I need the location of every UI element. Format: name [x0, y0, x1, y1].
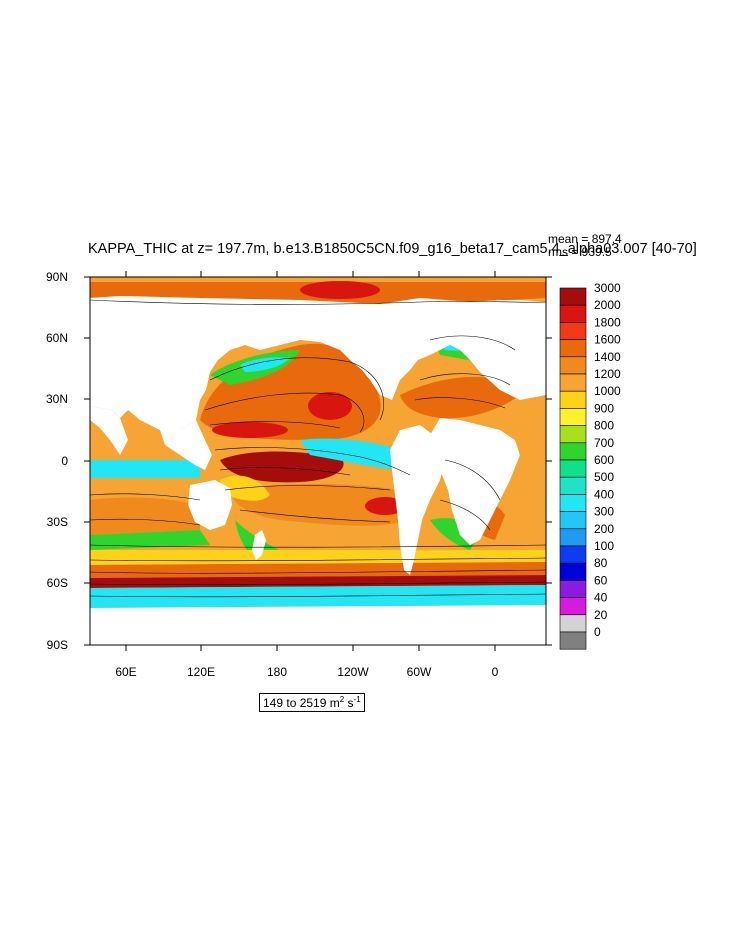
legend-swatch: [559, 511, 587, 530]
legend-swatch: [559, 304, 587, 323]
indian-cyan: [90, 460, 200, 478]
lat-label: 0: [61, 454, 68, 468]
legend-label: 900: [594, 401, 614, 415]
lat-label: 60S: [47, 576, 68, 590]
legend-swatch: [559, 614, 587, 633]
legend-swatch: [559, 631, 587, 650]
rms-stat: rms = 939.5: [548, 245, 612, 259]
mean-stat: mean = 897.4: [548, 232, 622, 246]
legend-swatch: [559, 322, 587, 340]
range-prefix: 149 to 2519 m: [263, 696, 340, 710]
contour-lines: [90, 299, 546, 598]
legend-label: 500: [594, 470, 614, 484]
land-antarctica: [90, 605, 546, 645]
legend-label: 400: [594, 487, 614, 501]
land-seasia: [160, 420, 212, 470]
npac-jet: [212, 422, 288, 438]
legend-label: 2000: [594, 298, 621, 312]
legend-label: 1800: [594, 315, 621, 329]
spac-gyre: [230, 484, 408, 526]
legend-label: 600: [594, 453, 614, 467]
land-new-zealand: [252, 530, 266, 560]
legend-label: 1600: [594, 333, 621, 347]
spac-max: [365, 497, 405, 515]
legend-swatch: [559, 545, 587, 564]
legend-label: 100: [594, 539, 614, 553]
lat-label: 60N: [46, 331, 68, 345]
lon-label: 120W: [337, 665, 369, 679]
indian-gyre: [90, 497, 200, 535]
legend-swatch: [559, 459, 587, 478]
lon-label: 180: [267, 665, 287, 679]
legend-label: 0: [594, 625, 601, 639]
legend-swatch: [559, 442, 587, 461]
legend-label: 20: [594, 608, 608, 622]
lat-labels: 90N 60N 30N 0 30S 60S 90S: [46, 270, 68, 652]
value-range-box: 149 to 2519 m2 s-1: [259, 693, 365, 712]
lon-label: 60E: [115, 665, 136, 679]
legend-label: 700: [594, 436, 614, 450]
legend-swatch: [559, 390, 587, 409]
legend-label: 1000: [594, 384, 621, 398]
legend-label: 40: [594, 591, 608, 605]
legend-label: 1400: [594, 350, 621, 364]
legend-label: 200: [594, 522, 614, 536]
color-legend: 3000200018001600140012001000900800700600…: [559, 281, 621, 650]
acc-orange: [90, 562, 546, 578]
legend-swatch: [559, 408, 587, 426]
land-south-america: [390, 425, 445, 575]
legend-swatch: [559, 287, 587, 306]
land-india: [90, 406, 128, 455]
ocean-field: [90, 277, 546, 645]
lon-label: 120E: [187, 665, 215, 679]
npac-cyan: [240, 357, 290, 372]
lat-label: 30N: [46, 392, 68, 406]
tick-marks: [84, 271, 552, 651]
lat-label: 90S: [47, 638, 68, 652]
arctic-max: [300, 281, 380, 299]
legend-label: 60: [594, 573, 608, 587]
range-mid: s: [344, 696, 354, 710]
acc-cyan: [90, 585, 546, 608]
range-exp2: -1: [353, 695, 361, 704]
lat-label: 90N: [46, 270, 68, 284]
land-africa: [430, 418, 520, 545]
land-australia: [188, 480, 232, 530]
npac-max: [308, 392, 352, 420]
lon-labels: 60E 120E 180 120W 60W 0: [115, 665, 498, 679]
lon-label: 60W: [407, 665, 432, 679]
plot-title: KAPPA_THIC at z= 197.7m, b.e13.B1850C5CN…: [88, 241, 697, 257]
legend-swatch: [559, 580, 587, 598]
legend-swatch: [559, 425, 587, 444]
lon-label: 0: [492, 665, 499, 679]
legend-swatch: [559, 356, 587, 375]
legend-label: 80: [594, 556, 608, 570]
indian-green: [90, 530, 210, 550]
spac-yellow: [220, 475, 270, 501]
legend-swatch: [559, 339, 587, 358]
legend-swatch: [559, 476, 587, 495]
acc-yellow: [90, 550, 546, 565]
natl-gyre: [400, 376, 520, 419]
lat-label: 30S: [47, 515, 68, 529]
legend-swatch: [559, 373, 587, 392]
eq-cyan: [300, 438, 410, 470]
land-eurasia-america: [90, 296, 546, 440]
legend-swatch: [559, 597, 587, 616]
legend-label: 800: [594, 419, 614, 433]
legend-label: 1200: [594, 367, 621, 381]
range-exp1: 2: [339, 695, 345, 704]
legend-swatch: [559, 494, 587, 512]
legend-swatch: [559, 562, 587, 581]
legend-swatch: [559, 528, 587, 547]
eq-max: [220, 451, 344, 483]
legend-label: 3000: [594, 281, 621, 295]
legend-label: 300: [594, 505, 614, 519]
